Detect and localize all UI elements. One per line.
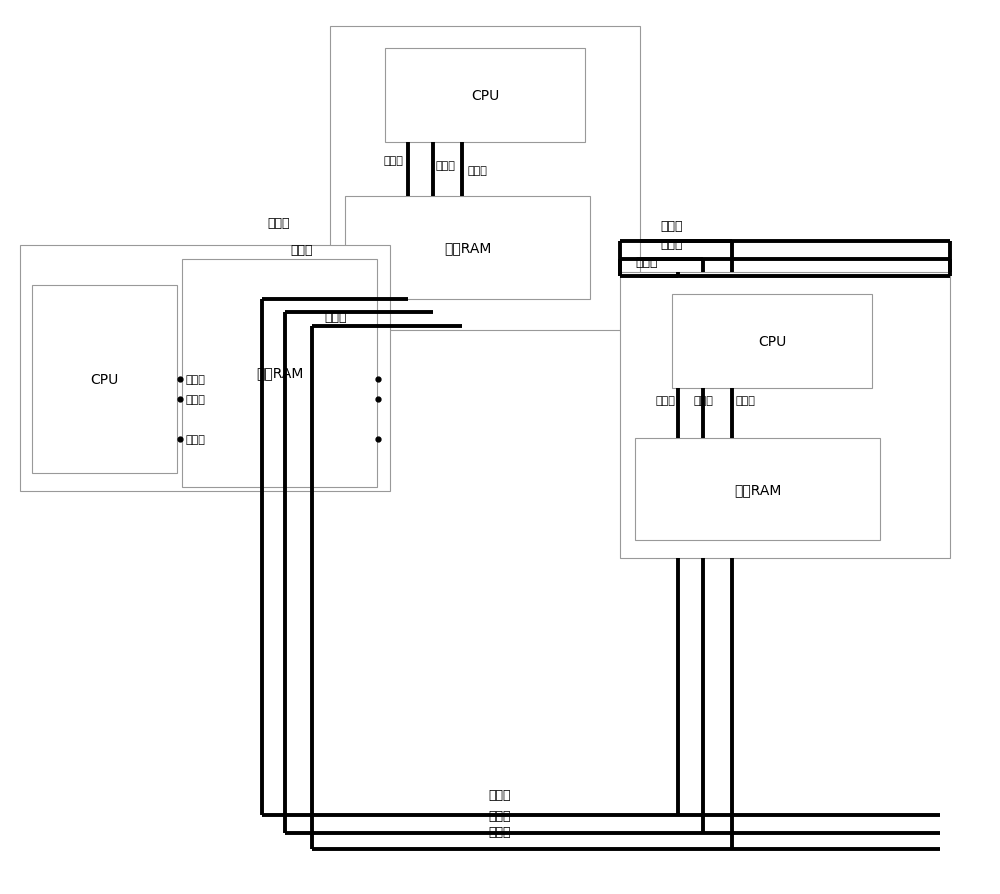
FancyBboxPatch shape (182, 259, 377, 487)
Text: 数据线: 数据线 (435, 161, 455, 171)
Text: 双口RAM: 双口RAM (256, 367, 303, 380)
FancyBboxPatch shape (32, 286, 177, 474)
Text: 控制线: 控制线 (467, 166, 487, 176)
Text: 控制线: 控制线 (655, 395, 675, 405)
Text: CPU: CPU (90, 373, 119, 387)
FancyBboxPatch shape (385, 49, 585, 143)
Text: 地址线: 地址线 (735, 395, 755, 405)
FancyBboxPatch shape (330, 27, 640, 331)
FancyBboxPatch shape (620, 273, 950, 559)
Text: 地址线: 地址线 (383, 156, 403, 165)
Text: CPU: CPU (471, 89, 499, 103)
Text: 数据线: 数据线 (489, 808, 511, 822)
FancyBboxPatch shape (345, 197, 590, 299)
Text: 控制线: 控制线 (185, 434, 205, 445)
Text: 控制线: 控制线 (324, 311, 347, 324)
Text: 地址线: 地址线 (489, 788, 511, 801)
Text: CPU: CPU (758, 335, 786, 349)
Text: 地址线: 地址线 (660, 219, 682, 232)
Text: 控制线: 控制线 (489, 824, 511, 838)
Text: 数据线: 数据线 (693, 395, 713, 405)
Text: 数据线: 数据线 (185, 394, 205, 405)
Text: 双口RAM: 双口RAM (444, 241, 491, 255)
Text: 地址线: 地址线 (185, 375, 205, 385)
Text: 双口RAM: 双口RAM (734, 483, 781, 496)
Text: 数据线: 数据线 (660, 237, 682, 250)
FancyBboxPatch shape (20, 246, 390, 492)
Text: 地址线: 地址线 (267, 217, 290, 230)
Text: 控制线: 控制线 (635, 255, 658, 268)
Text: 数据线: 数据线 (290, 244, 312, 257)
FancyBboxPatch shape (672, 295, 872, 389)
FancyBboxPatch shape (635, 438, 880, 541)
